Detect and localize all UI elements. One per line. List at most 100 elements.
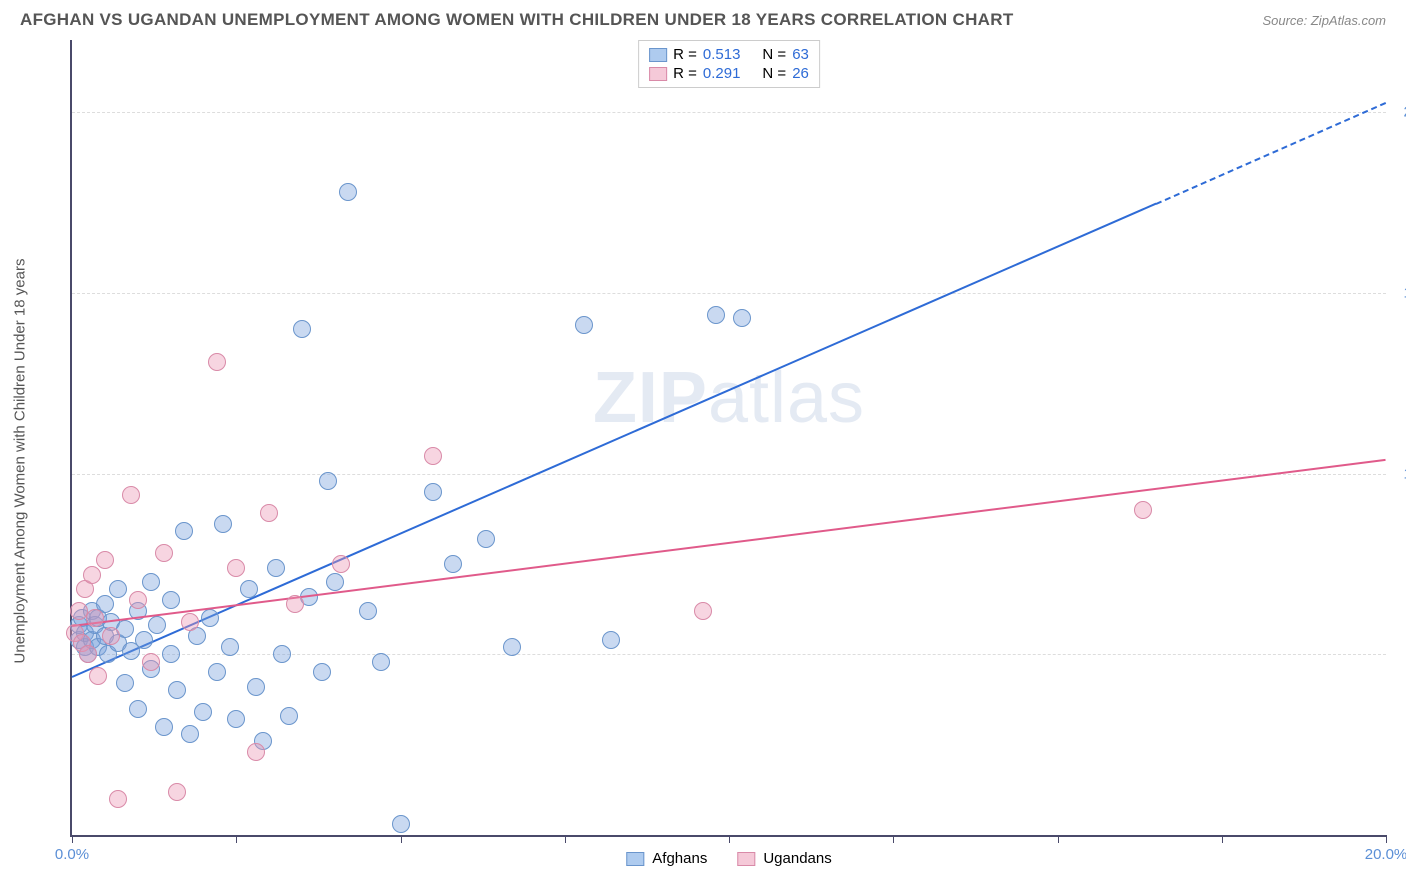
data-point: [70, 602, 88, 620]
x-tick-label: 20.0%: [1365, 846, 1406, 863]
r-label: R =: [673, 46, 697, 63]
legend-series-label: Afghans: [652, 850, 707, 867]
gridline-h: [72, 654, 1386, 655]
n-label: N =: [762, 46, 786, 63]
data-point: [168, 681, 186, 699]
legend-series-label: Ugandans: [763, 850, 831, 867]
x-tick-mark: [1386, 835, 1387, 843]
data-point: [503, 638, 521, 656]
data-point: [102, 627, 120, 645]
legend-series: Afghans Ugandans: [626, 850, 831, 867]
data-point: [221, 638, 239, 656]
page-title: AFGHAN VS UGANDAN UNEMPLOYMENT AMONG WOM…: [20, 10, 1014, 30]
data-point: [79, 645, 97, 663]
data-point: [293, 320, 311, 338]
gridline-h: [72, 112, 1386, 113]
x-tick-mark: [565, 835, 566, 843]
data-point: [214, 515, 232, 533]
data-point: [168, 783, 186, 801]
data-point: [208, 663, 226, 681]
data-point: [1134, 501, 1152, 519]
trend-line: [72, 459, 1386, 627]
data-point: [208, 353, 226, 371]
data-point: [240, 580, 258, 598]
data-point: [332, 555, 350, 573]
watermark: ZIPatlas: [593, 357, 865, 439]
data-point: [227, 559, 245, 577]
data-point: [424, 483, 442, 501]
x-tick-mark: [893, 835, 894, 843]
data-point: [155, 544, 173, 562]
data-point: [247, 743, 265, 761]
scatter-plot: ZIPatlas R =0.513N =63R =0.291N =26 Afgh…: [70, 40, 1386, 837]
data-point: [116, 674, 134, 692]
data-point: [181, 725, 199, 743]
data-point: [181, 613, 199, 631]
data-point: [694, 602, 712, 620]
source-label: Source: ZipAtlas.com: [1262, 13, 1386, 28]
x-tick-mark: [1222, 835, 1223, 843]
legend-swatch: [737, 852, 755, 866]
y-axis-label: Unemployment Among Women with Children U…: [12, 259, 29, 664]
data-point: [575, 316, 593, 334]
data-point: [267, 559, 285, 577]
data-point: [247, 678, 265, 696]
data-point: [326, 573, 344, 591]
data-point: [260, 504, 278, 522]
n-label: N =: [762, 65, 786, 82]
legend-swatch: [626, 852, 644, 866]
data-point: [227, 710, 245, 728]
legend-series-item: Afghans: [626, 850, 707, 867]
gridline-h: [72, 474, 1386, 475]
data-point: [109, 790, 127, 808]
data-point: [86, 609, 104, 627]
data-point: [707, 306, 725, 324]
legend-correlation-row: R =0.513N =63: [649, 45, 809, 64]
trend-line: [72, 203, 1157, 678]
legend-series-item: Ugandans: [737, 850, 831, 867]
data-point: [162, 591, 180, 609]
data-point: [273, 645, 291, 663]
n-value: 26: [792, 65, 809, 82]
data-point: [155, 718, 173, 736]
data-point: [142, 653, 160, 671]
data-point: [280, 707, 298, 725]
data-point: [602, 631, 620, 649]
data-point: [477, 530, 495, 548]
data-point: [135, 631, 153, 649]
data-point: [319, 472, 337, 490]
data-point: [444, 555, 462, 573]
data-point: [359, 602, 377, 620]
data-point: [733, 309, 751, 327]
watermark-thin: atlas: [708, 358, 865, 438]
x-tick-mark: [1058, 835, 1059, 843]
r-value: 0.513: [703, 46, 741, 63]
x-tick-mark: [72, 835, 73, 843]
data-point: [83, 566, 101, 584]
data-point: [162, 645, 180, 663]
x-tick-label: 0.0%: [55, 846, 89, 863]
data-point: [313, 663, 331, 681]
data-point: [109, 580, 127, 598]
data-point: [392, 815, 410, 833]
legend-correlation-row: R =0.291N =26: [649, 64, 809, 83]
data-point: [424, 447, 442, 465]
r-label: R =: [673, 65, 697, 82]
data-point: [201, 609, 219, 627]
chart-container: Unemployment Among Women with Children U…: [20, 40, 1386, 882]
x-tick-mark: [401, 835, 402, 843]
trend-line-dashed: [1156, 102, 1387, 205]
data-point: [122, 486, 140, 504]
data-point: [89, 667, 107, 685]
legend-swatch: [649, 48, 667, 62]
gridline-h: [72, 293, 1386, 294]
data-point: [96, 551, 114, 569]
data-point: [339, 183, 357, 201]
data-point: [372, 653, 390, 671]
x-tick-mark: [729, 835, 730, 843]
data-point: [148, 616, 166, 634]
x-tick-mark: [236, 835, 237, 843]
data-point: [129, 700, 147, 718]
legend-swatch: [649, 67, 667, 81]
data-point: [142, 573, 160, 591]
